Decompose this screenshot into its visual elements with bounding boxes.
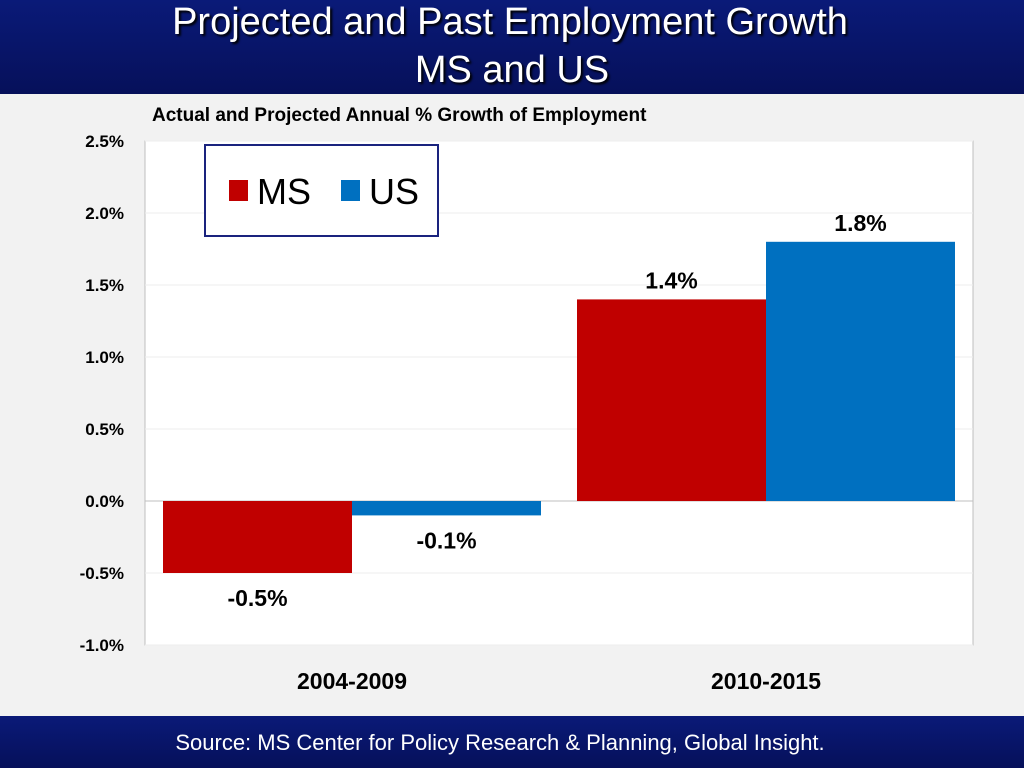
bar-us-2010-2015 (766, 241, 955, 502)
y-tick-label: -1.0% (80, 636, 124, 655)
x-tick-label: 2010-2015 (711, 668, 821, 694)
bar-us-2004-2009 (352, 501, 541, 516)
legend-swatch-ms (229, 180, 248, 201)
data-labels: -0.5% -0.1% 1.4% 1.8% (227, 210, 886, 611)
y-axis-ticks: 2.5% 2.0% 1.5% 1.0% 0.5% 0.0% -0.5% -1.0% (80, 132, 124, 655)
data-label: -0.5% (227, 585, 287, 611)
y-tick-label: 1.5% (85, 276, 124, 295)
y-tick-label: 1.0% (85, 348, 124, 367)
slide-header: Projected and Past Employment Growth MS … (0, 0, 1024, 94)
legend-label-ms: MS (257, 171, 311, 212)
slide-title-line1: Projected and Past Employment Growth (172, 1, 848, 43)
x-tick-label: 2004-2009 (297, 668, 407, 694)
y-tick-label: 2.5% (85, 132, 124, 151)
source-note: Source: MS Center for Policy Research & … (175, 730, 825, 755)
bar-ms-2010-2015 (577, 299, 766, 501)
bar-ms-2004-2009 (163, 501, 352, 573)
legend-label-us: US (369, 171, 419, 212)
bars (163, 241, 955, 573)
chart-title: Actual and Projected Annual % Growth of … (152, 105, 647, 126)
legend: MS US (204, 144, 439, 237)
x-axis-ticks: 2004-2009 2010-2015 (297, 668, 821, 694)
slide-footer: Source: MS Center for Policy Research & … (0, 716, 1024, 768)
data-label: 1.4% (645, 267, 697, 293)
slide-title-line2: MS and US (414, 49, 610, 91)
y-tick-label: -0.5% (80, 564, 124, 583)
y-tick-label: 0.5% (85, 420, 124, 439)
data-label: -0.1% (416, 527, 476, 553)
y-tick-label: 0.0% (85, 492, 124, 511)
data-label: 1.8% (834, 210, 886, 236)
y-tick-label: 2.0% (85, 204, 124, 223)
bar-chart: 2.5% 2.0% 1.5% 1.0% 0.5% 0.0% -0.5% -1.0% 2004-… (80, 132, 974, 694)
legend-swatch-us (341, 180, 360, 201)
